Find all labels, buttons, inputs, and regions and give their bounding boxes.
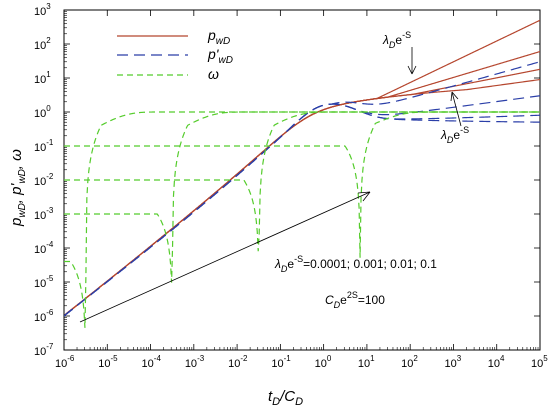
x-tick-label: 10-3 <box>185 354 205 370</box>
x-tick-label: 10-4 <box>142 354 162 370</box>
y-tick-label: 103 <box>34 2 51 18</box>
x-tick-label: 10-5 <box>98 354 118 370</box>
arrow-lambda-upper-head <box>407 65 417 75</box>
annotation-cd: CDe2S=100 <box>325 290 385 310</box>
legend: pwD p'wD ω <box>117 27 233 82</box>
y-axis-title: pwD, p'wD, ω <box>8 149 28 227</box>
omega-curve <box>64 111 540 283</box>
arrow-lambda-values <box>79 191 371 323</box>
legend-label-pwd: pwD <box>207 27 230 47</box>
x-tick-label: 104 <box>488 354 505 370</box>
x-tick-label: 10-2 <box>228 354 248 370</box>
pressure-curve <box>64 19 540 317</box>
y-tick-label: 100 <box>34 104 51 120</box>
y-tick-label: 10-5 <box>34 274 54 290</box>
series-curves <box>64 19 540 328</box>
x-tick-label: 100 <box>315 354 332 370</box>
x-axis-title: tD/CD <box>268 388 303 408</box>
pressure-curve <box>64 50 540 317</box>
arrow-lambda-lower-head <box>450 91 459 102</box>
annotation-arrows <box>79 47 462 323</box>
pressure-curve <box>64 78 540 317</box>
y-tick-label: 102 <box>34 36 51 52</box>
x-tick-label: 101 <box>358 354 375 370</box>
y-tick-label: 10-4 <box>34 240 54 256</box>
omega-curve <box>64 111 540 252</box>
arrow-lambda-lower <box>451 91 462 127</box>
y-tick-label: 10-2 <box>34 172 54 188</box>
annotation-lambda-upper: λDe-S <box>382 30 411 50</box>
x-tick-labels: 10-6 10-5 10-4 10-3 10-2 10-1 100 101 102 103 104 1… <box>55 354 548 370</box>
y-tick-label: 10-7 <box>34 342 54 358</box>
arrow-lambda-values-head <box>357 191 371 202</box>
derivative-curve <box>64 103 540 317</box>
legend-label-omega: ω <box>208 66 219 82</box>
derivative-curve <box>64 103 540 317</box>
y-tick-label: 10-6 <box>34 308 54 324</box>
legend-label-pwd-deriv: p'wD <box>207 46 233 66</box>
pressure-curve <box>64 68 540 317</box>
annotation-lambda-values: λDe-S=0.0001; 0.001; 0.01; 0.1 <box>274 254 437 274</box>
x-tick-label: 102 <box>401 354 418 370</box>
x-tick-label: 10-1 <box>271 354 291 370</box>
omega-curve <box>64 111 540 328</box>
x-tick-label: 103 <box>444 354 461 370</box>
derivative-curve <box>64 61 540 317</box>
x-tick-label: 105 <box>531 354 548 370</box>
y-tick-label: 101 <box>34 70 51 86</box>
y-tick-labels: 10-7 10-6 10-5 10-4 10-3 10-2 10-1 100 101 102 103 <box>34 2 54 358</box>
y-tick-label: 10-3 <box>34 206 54 222</box>
annotation-lambda-lower: λDe-S <box>440 125 469 145</box>
x-tick-label: 10-6 <box>55 354 75 370</box>
y-tick-label: 10-1 <box>34 138 54 154</box>
